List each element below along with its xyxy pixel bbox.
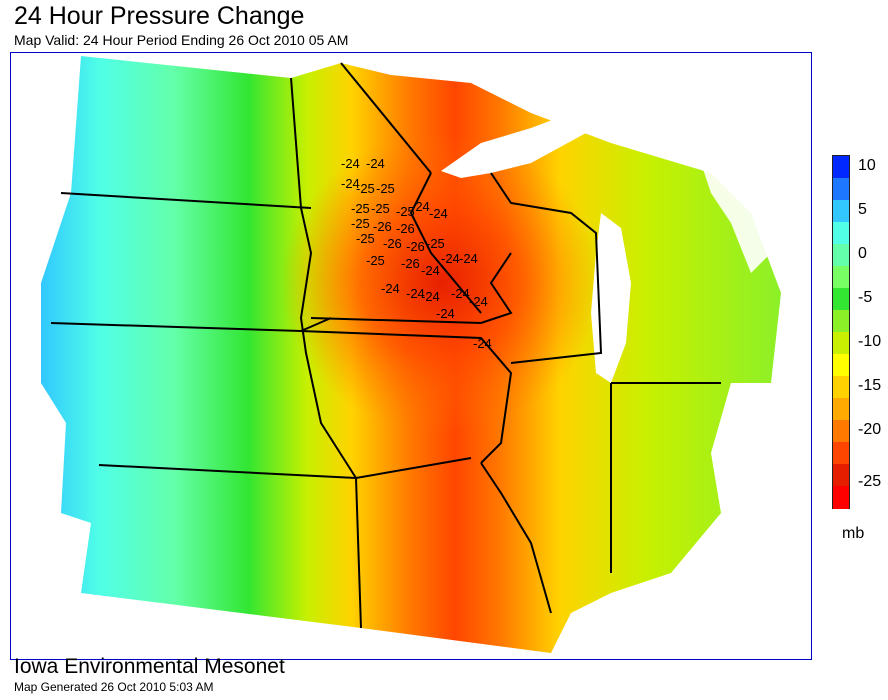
legend-tick-6: -20: [858, 421, 882, 438]
label-20: -26: [401, 256, 420, 271]
label-3: -25: [356, 181, 375, 196]
legend-swatch: [833, 310, 849, 333]
legend-swatch: [833, 442, 849, 465]
generated-time: Map Generated 26 Oct 2010 5:03 AM: [14, 680, 214, 694]
label-16: -25: [426, 236, 445, 251]
legend-swatch: [833, 376, 849, 399]
label-14: -26: [383, 236, 402, 251]
label-21: -24: [421, 263, 440, 278]
legend-unit: mb: [842, 525, 865, 542]
label-1: -24: [366, 156, 385, 171]
label-12: -26: [396, 221, 415, 236]
pressure-map: -24 -24 -24 -25 -25 -25 -25 -25 -24 -24 …: [41, 56, 781, 653]
legend-swatch: [833, 332, 849, 355]
legend-tick-3: -5: [858, 289, 873, 306]
legend-colorbar: [832, 155, 850, 509]
legend-swatch: [833, 354, 849, 377]
label-24: -24: [421, 289, 440, 304]
map-title: 24 Hour Pressure Change: [14, 2, 305, 30]
legend-tick-0: 10: [858, 157, 876, 174]
map-subtitle: Map Valid: 24 Hour Period Ending 26 Oct …: [14, 32, 349, 48]
legend-swatch: [833, 244, 849, 267]
pressure-labels: -24 -24 -24 -25 -25 -25 -25 -25 -24 -24 …: [341, 156, 492, 351]
label-0: -24: [341, 156, 360, 171]
label-26: -24: [469, 294, 488, 309]
label-8: -24: [411, 199, 430, 214]
label-28: -24: [473, 336, 492, 351]
label-18: -24: [459, 251, 478, 266]
label-7: -25: [396, 204, 415, 219]
label-15: -26: [406, 239, 425, 254]
label-11: -26: [373, 219, 392, 234]
label-19: -25: [366, 253, 385, 268]
lake-huron: [701, 163, 771, 273]
legend-tick-2: 0: [858, 245, 867, 262]
label-4: -25: [376, 181, 395, 196]
label-6: -25: [371, 201, 390, 216]
lake-superior: [441, 113, 586, 178]
state-borders: [50, 62, 721, 629]
low-pressure-center: [281, 133, 601, 433]
label-22: -24: [381, 281, 400, 296]
legend-tick-4: -10: [858, 333, 882, 350]
legend-swatch: [833, 464, 849, 487]
label-25: -24: [451, 286, 470, 301]
legend-tick-7: -25: [858, 473, 882, 490]
label-2: -24: [341, 176, 360, 191]
label-10: -25: [351, 216, 370, 231]
legend-swatch: [833, 486, 849, 509]
map-frame: -24 -24 -24 -25 -25 -25 -25 -25 -24 -24 …: [10, 52, 812, 660]
label-17: -24: [441, 251, 460, 266]
legend-swatch: [833, 156, 849, 179]
legend-swatch: [833, 420, 849, 443]
label-23: -24: [406, 286, 425, 301]
legend-tick-5: -15: [858, 377, 882, 394]
legend-swatch: [833, 178, 849, 201]
legend-tick-1: 5: [858, 201, 867, 218]
label-27: -24: [436, 306, 455, 321]
legend-swatch: [833, 288, 849, 311]
legend-swatch: [833, 398, 849, 421]
legend-swatch: [833, 266, 849, 289]
label-5: -25: [351, 201, 370, 216]
label-9: -24: [429, 206, 448, 221]
label-13: -25: [356, 231, 375, 246]
legend-swatch: [833, 222, 849, 245]
color-legend: 10 5 0 -5 -10 -15 -20 -25: [832, 155, 888, 515]
org-name: Iowa Environmental Mesonet: [14, 655, 285, 678]
legend-swatch: [833, 200, 849, 223]
